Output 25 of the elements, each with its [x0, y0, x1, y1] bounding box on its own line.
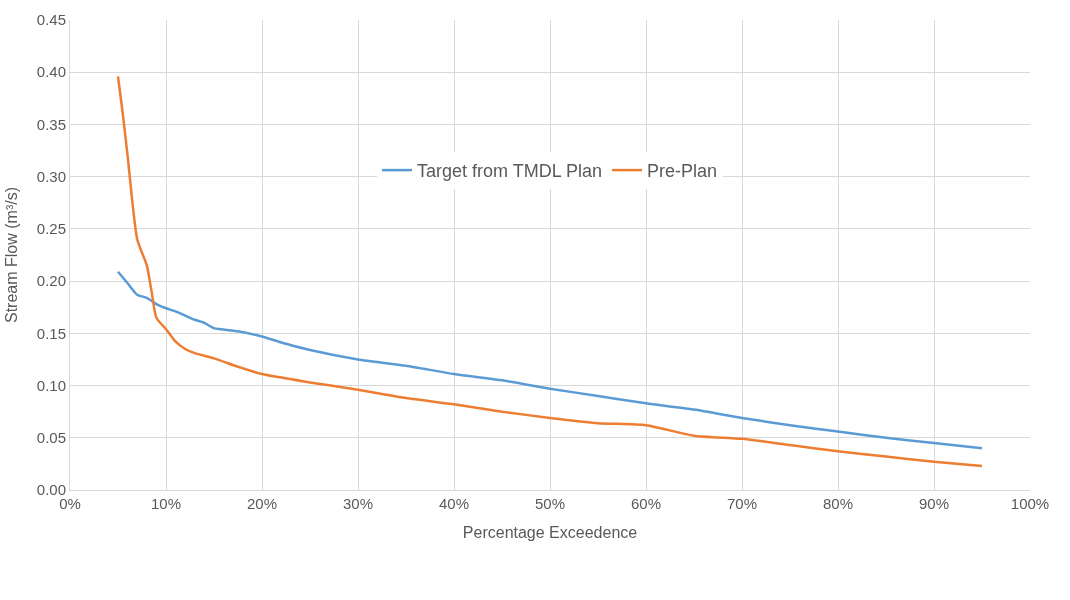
x-tick-label: 20% [246, 495, 278, 512]
legend-label: Pre-Plan [647, 161, 718, 182]
x-tick-label: 10% [150, 495, 182, 512]
y-tick-label: 0.05 [36, 429, 66, 447]
y-tick-label: 0.15 [36, 324, 66, 342]
x-tick-label: 100% [1010, 495, 1050, 512]
x-axis-title: Percentage Exceedence [462, 523, 638, 541]
y-tick-label: 0.10 [36, 376, 66, 394]
x-tick-label: 70% [726, 495, 758, 512]
line-series [116, 270, 984, 450]
x-tick-label: 90% [918, 495, 950, 512]
line-series [116, 75, 984, 468]
y-tick-label: 0.45 [36, 11, 66, 29]
y-tick-label: 0.35 [36, 115, 66, 133]
y-tick-label: 0.30 [36, 167, 66, 185]
x-tick-label: 40% [438, 495, 470, 512]
x-tick-label: 50% [534, 495, 566, 512]
x-tick-label: 30% [342, 495, 374, 512]
x-tick-label: 80% [822, 495, 854, 512]
y-tick-label: 0.40 [36, 63, 66, 81]
legend-label: Target from TMDL Plan [417, 161, 603, 182]
y-tick-label: 0.25 [36, 220, 66, 238]
y-tick-label: 0.20 [36, 272, 66, 290]
x-tick-label: 60% [630, 495, 662, 512]
y-axis-title: Stream Flow (m³/s) [2, 187, 20, 323]
